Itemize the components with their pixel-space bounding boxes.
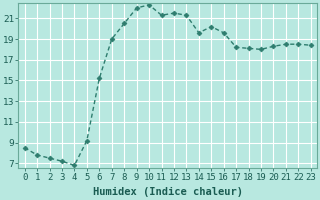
X-axis label: Humidex (Indice chaleur): Humidex (Indice chaleur) [93, 187, 243, 197]
